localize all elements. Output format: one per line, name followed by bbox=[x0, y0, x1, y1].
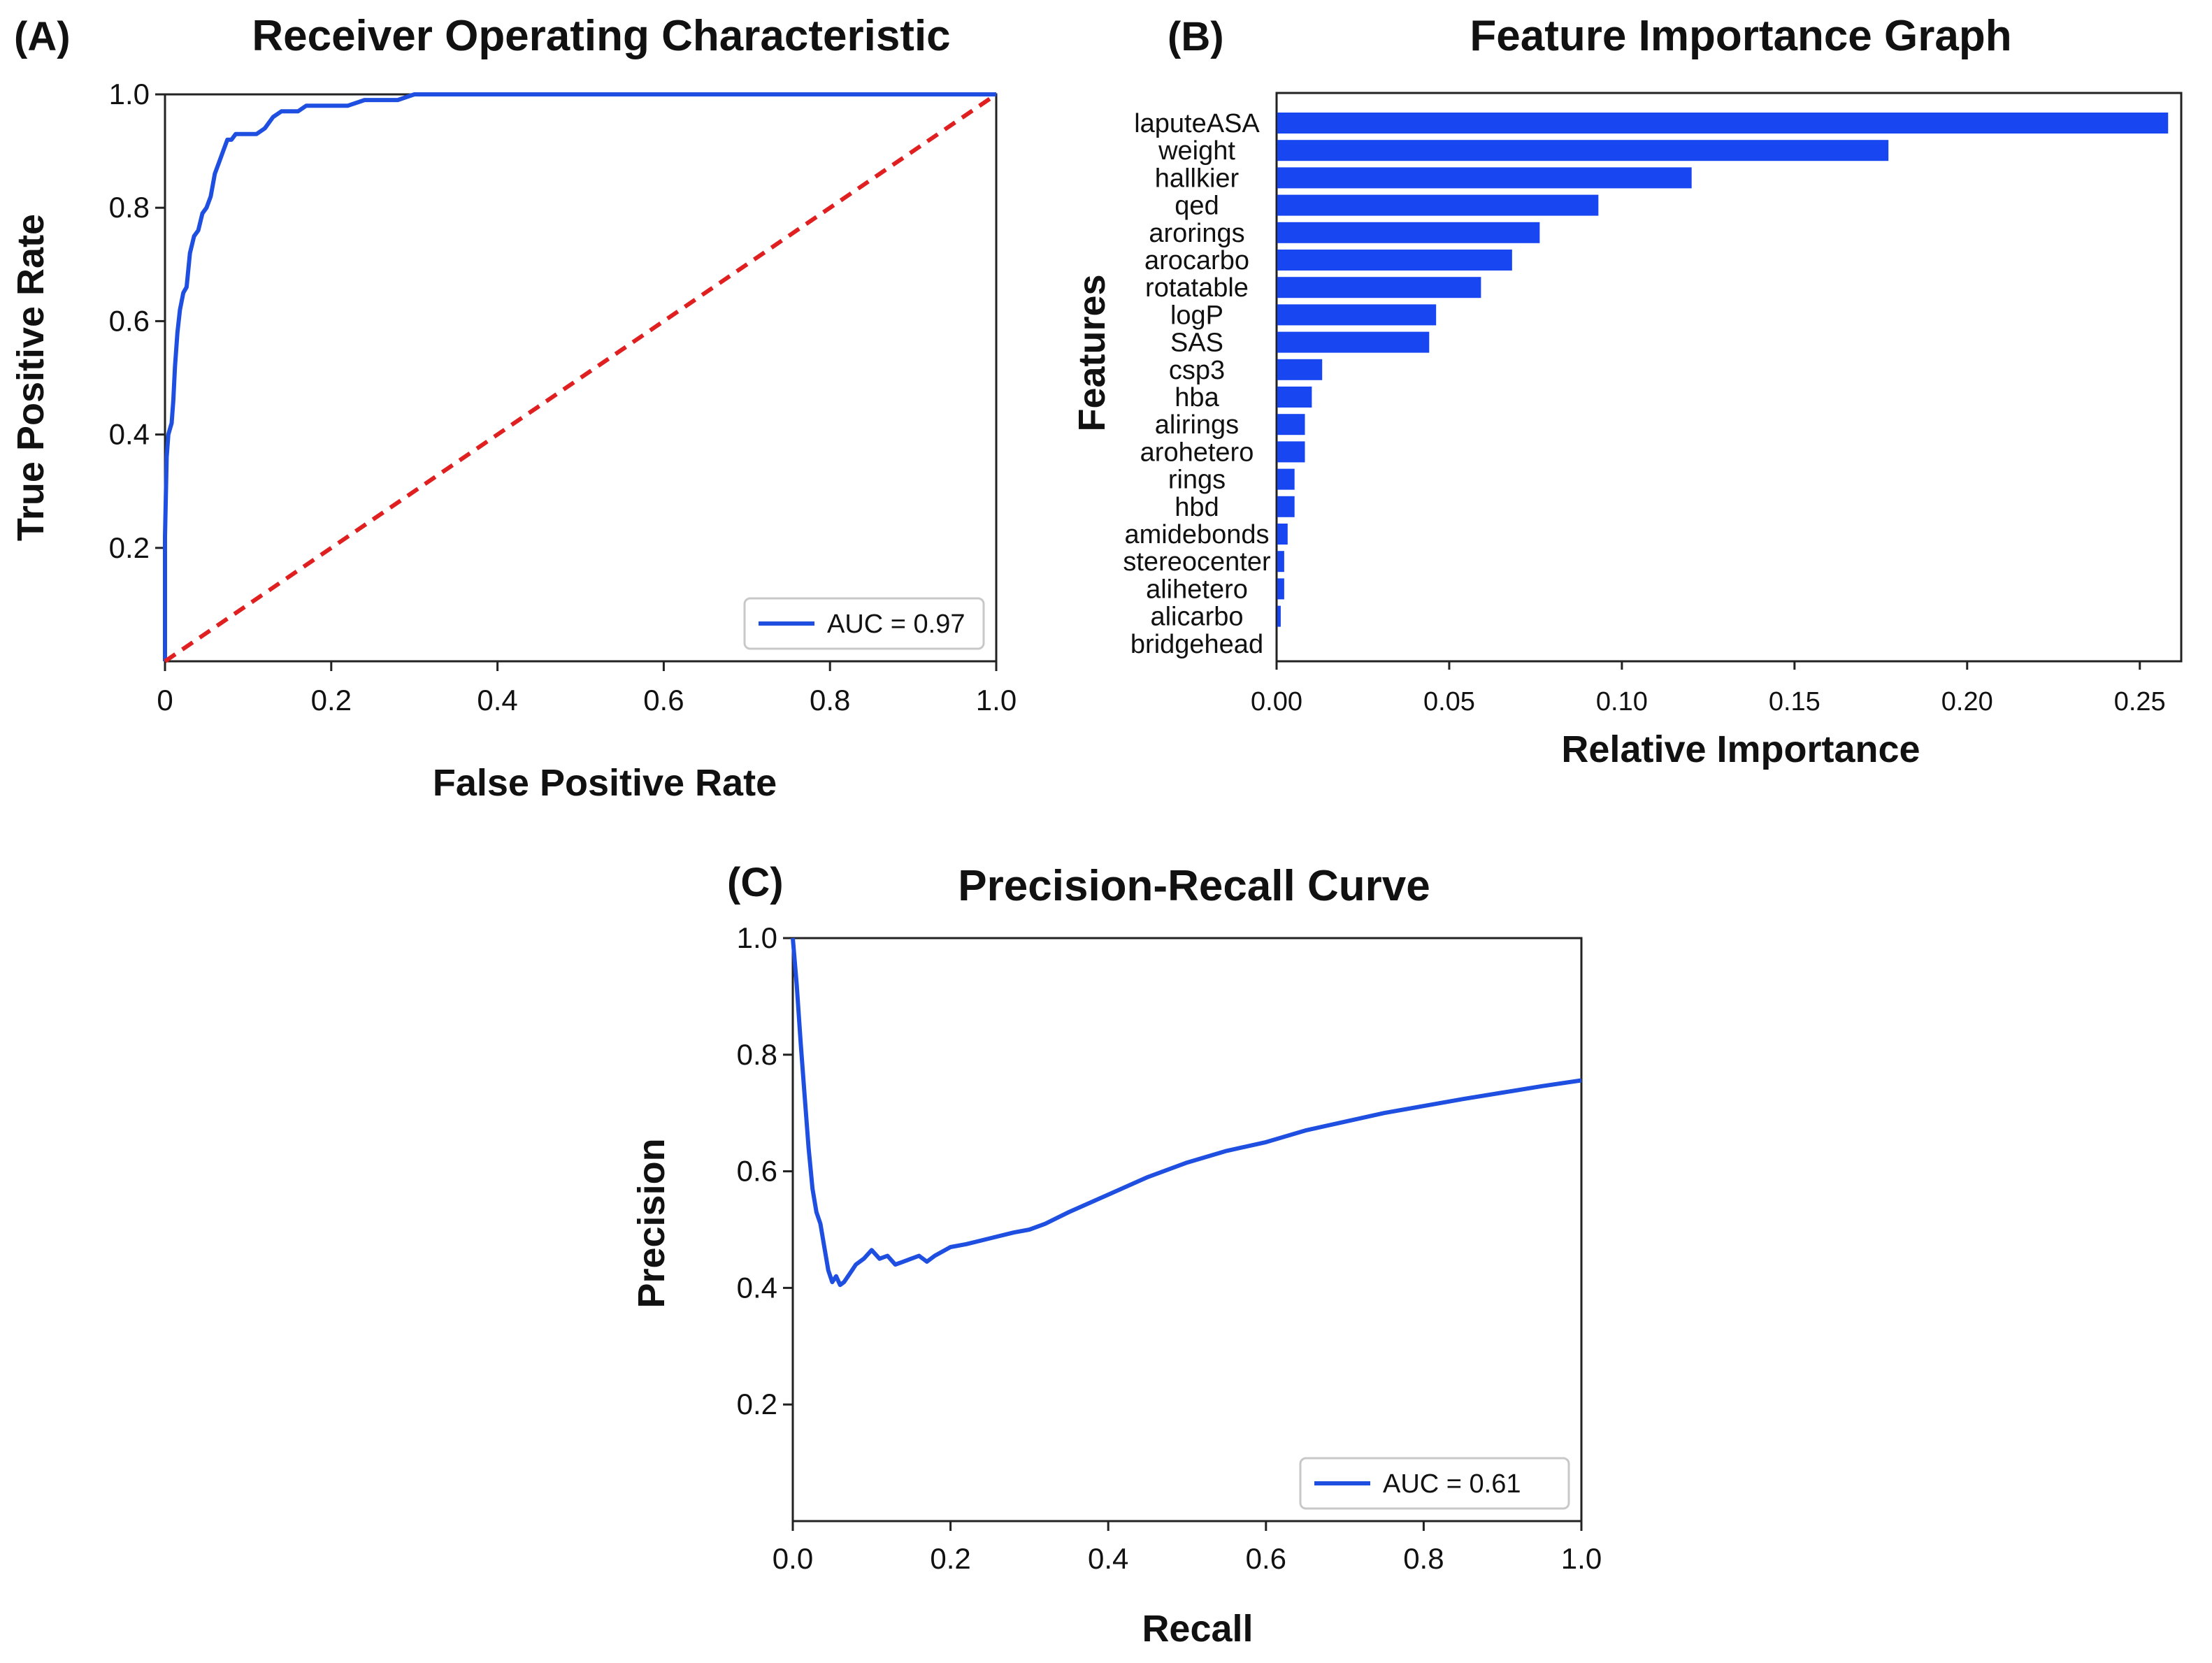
panel-c-letter: (C) bbox=[727, 860, 784, 905]
panel-b-ylabel: Features bbox=[1071, 274, 1113, 431]
diagonal-reference-line bbox=[164, 92, 998, 663]
feature-label: csp3 bbox=[1169, 356, 1225, 385]
feature-bar bbox=[1277, 140, 1889, 161]
panel-b-xlabel: Relative Importance bbox=[1561, 728, 1920, 770]
x-tick-label: 0.05 bbox=[1423, 687, 1475, 717]
curve-line bbox=[791, 937, 1582, 1288]
panel-a-xlabel: False Positive Rate bbox=[433, 762, 777, 804]
y-tick-label: 0.6 bbox=[109, 304, 150, 337]
legend-label: AUC = 0.97 bbox=[827, 610, 965, 639]
x-tick-label: 0.20 bbox=[1941, 687, 1993, 717]
x-tick-label: 0.25 bbox=[2114, 687, 2166, 717]
feature-label: stereocenter bbox=[1123, 547, 1271, 577]
y-tick-label: 0.4 bbox=[737, 1271, 777, 1304]
x-tick-label: 0.4 bbox=[1088, 1542, 1128, 1575]
feature-label: alicarbo bbox=[1150, 603, 1243, 632]
panel-a-title: Receiver Operating Characteristic bbox=[252, 12, 950, 60]
x-tick-label: 0.8 bbox=[1403, 1542, 1444, 1575]
feature-bar bbox=[1277, 250, 1512, 271]
x-tick-label: 1.0 bbox=[976, 684, 1017, 717]
x-tick-label: 0 bbox=[157, 684, 173, 717]
x-tick-label: 0.8 bbox=[810, 684, 850, 717]
roc-plot: 0 0.2 0.4 0.6 0.8 1.0 0.2 0.4 0.6 0.8 1.0 AUC = 0.9… bbox=[109, 78, 1017, 717]
feature-label: alirings bbox=[1155, 410, 1239, 440]
feature-bar bbox=[1277, 551, 1284, 573]
plot-frame bbox=[791, 937, 1583, 1522]
feature-bar bbox=[1277, 468, 1295, 490]
x-tick-label: 0.4 bbox=[477, 684, 517, 717]
feature-label: hba bbox=[1175, 383, 1219, 412]
feature-bar bbox=[1277, 222, 1540, 243]
panel-b-title: Feature Importance Graph bbox=[1470, 12, 2011, 60]
feature-bar bbox=[1277, 387, 1312, 408]
feature-label: logP bbox=[1170, 301, 1223, 330]
x-tick-label: 1.0 bbox=[1561, 1542, 1602, 1575]
feature-bar bbox=[1277, 113, 2169, 134]
feature-label: weight bbox=[1158, 136, 1235, 166]
feature-bar bbox=[1277, 359, 1323, 380]
feature-bar bbox=[1277, 277, 1481, 298]
y-tick-label: 1.0 bbox=[109, 78, 150, 110]
feature-bar bbox=[1277, 524, 1288, 545]
legend: AUC = 0.61 bbox=[1299, 1457, 1570, 1510]
feature-label: bridgehead bbox=[1130, 630, 1263, 659]
panel-a: (A) Receiver Operating Characteristic Fa… bbox=[10, 12, 1017, 804]
legend-label: AUC = 0.61 bbox=[1383, 1469, 1521, 1499]
legend: AUC = 0.97 bbox=[743, 597, 985, 650]
legend-box bbox=[1299, 1457, 1570, 1510]
feature-bar bbox=[1277, 304, 1437, 326]
feature-label: hbd bbox=[1175, 493, 1219, 522]
feature-label: arocarbo bbox=[1144, 246, 1249, 275]
feature-bar bbox=[1277, 441, 1305, 463]
y-tick-label: 0.4 bbox=[109, 418, 150, 451]
curve-line bbox=[163, 92, 996, 661]
y-tick-label: 0.2 bbox=[737, 1388, 777, 1420]
x-tick-label: 0.6 bbox=[643, 684, 684, 717]
plot-frame bbox=[1275, 92, 2183, 663]
feature-label: arorings bbox=[1149, 219, 1244, 248]
panel-b: (B) Feature Importance Graph Relative Im… bbox=[1071, 12, 2183, 770]
panel-a-ylabel: True Positive Rate bbox=[10, 214, 52, 541]
feature-label: amidebonds bbox=[1124, 520, 1269, 549]
y-tick-label: 0.6 bbox=[737, 1155, 777, 1188]
panel-c-title: Precision-Recall Curve bbox=[958, 862, 1430, 910]
feature-bar bbox=[1277, 331, 1430, 353]
x-tick-label: 0.6 bbox=[1246, 1542, 1286, 1575]
y-tick-label: 1.0 bbox=[737, 921, 777, 954]
feature-bar bbox=[1277, 194, 1599, 216]
y-tick-label: 0.2 bbox=[109, 531, 150, 564]
x-tick-label: 0.15 bbox=[1769, 687, 1820, 717]
feature-label: qed bbox=[1175, 192, 1219, 221]
feature-bar bbox=[1277, 414, 1305, 435]
panel-c: (C) Precision-Recall Curve Recall Precis… bbox=[631, 860, 1602, 1650]
feature-label: laputeASA bbox=[1134, 109, 1260, 138]
panel-c-xlabel: Recall bbox=[1142, 1608, 1253, 1650]
x-tick-label: 0.00 bbox=[1251, 687, 1302, 717]
x-tick-label: 0.2 bbox=[311, 684, 352, 717]
feature-label: hallkier bbox=[1155, 164, 1240, 193]
y-tick-label: 0.8 bbox=[109, 191, 150, 224]
feature-label: rotatable bbox=[1145, 273, 1249, 303]
precision-recall-plot: 0.0 0.2 0.4 0.6 0.8 1.0 0.2 0.4 0.6 0.8 1.0 AUC = 0… bbox=[737, 921, 1602, 1575]
x-tick-label: 0.10 bbox=[1596, 687, 1648, 717]
feature-importance-plot: laputeASAweighthallkierqedaroringsarocar… bbox=[1123, 92, 2183, 717]
feature-bar bbox=[1277, 167, 1692, 189]
legend-box bbox=[743, 597, 985, 650]
y-tick-label: 0.8 bbox=[737, 1038, 777, 1071]
feature-bar bbox=[1277, 496, 1295, 517]
feature-label: alihetero bbox=[1146, 575, 1248, 604]
feature-bar bbox=[1277, 605, 1281, 627]
feature-bar bbox=[1277, 578, 1284, 600]
panel-c-ylabel: Precision bbox=[631, 1138, 673, 1308]
panel-b-letter: (B) bbox=[1168, 14, 1224, 59]
feature-label: arohetero bbox=[1140, 438, 1254, 467]
x-tick-label: 0.2 bbox=[930, 1542, 970, 1575]
panel-a-letter: (A) bbox=[14, 14, 71, 59]
x-tick-label: 0.0 bbox=[773, 1542, 813, 1575]
feature-label: rings bbox=[1168, 466, 1226, 495]
feature-label: SAS bbox=[1170, 329, 1223, 358]
